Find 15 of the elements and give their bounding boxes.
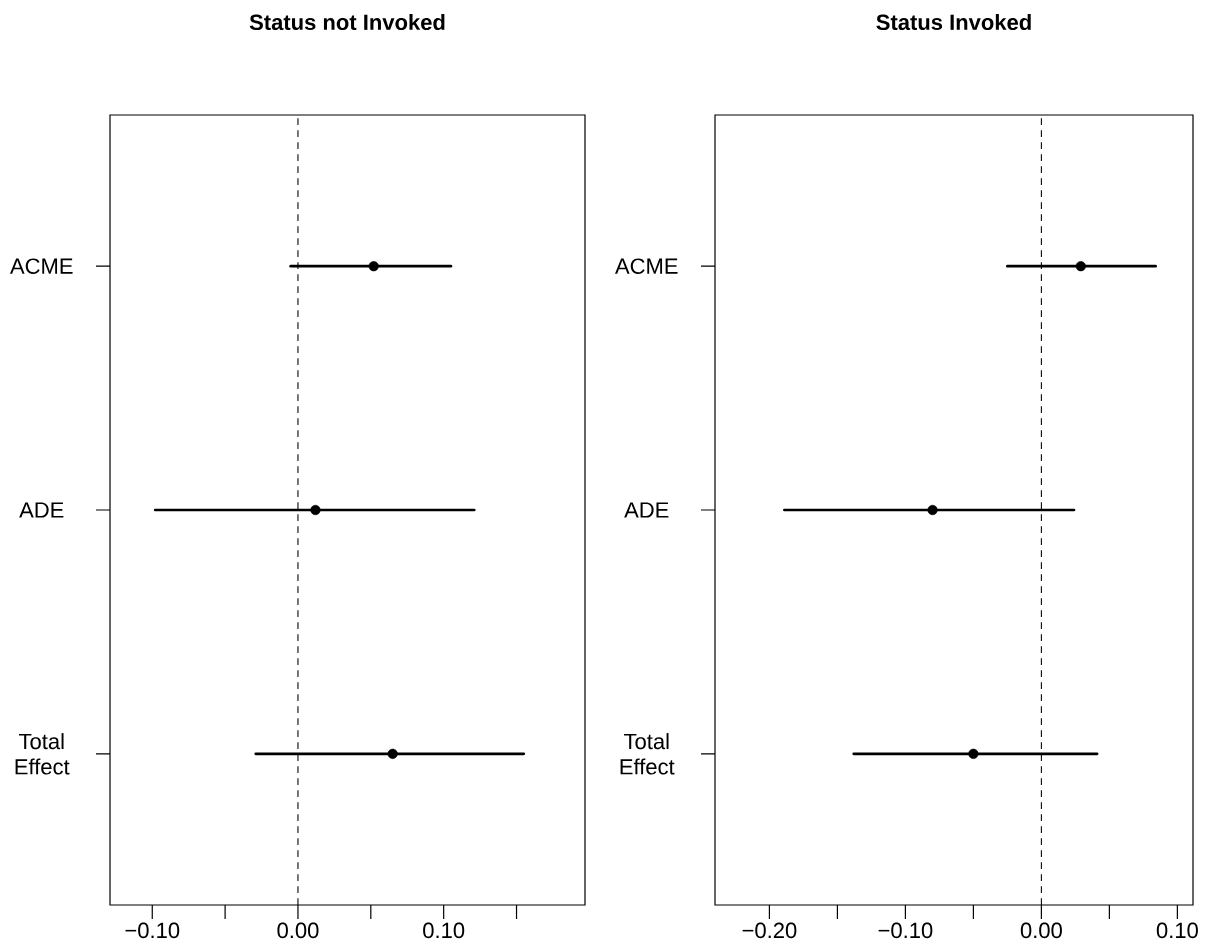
x-tick-label: 0.10 bbox=[1156, 922, 1198, 939]
x-tick-label: 0.00 bbox=[1020, 922, 1062, 939]
y-tick-label: Total Effect bbox=[620, 733, 675, 775]
x-tick-label: −0.10 bbox=[125, 922, 180, 939]
x-tick-label: 0.00 bbox=[277, 922, 319, 939]
x-tick-label: −0.20 bbox=[742, 922, 797, 939]
x-tick-label: 0.10 bbox=[423, 922, 465, 939]
y-tick-label: ACME bbox=[615, 258, 678, 274]
chart-title: Status Invoked bbox=[876, 13, 1031, 31]
x-tick-label: −0.10 bbox=[878, 922, 933, 939]
y-tick-label: ADE bbox=[19, 502, 64, 518]
y-tick-label: Total Effect bbox=[15, 733, 70, 775]
y-tick-label: ACME bbox=[10, 258, 73, 274]
y-tick-label: ADE bbox=[624, 502, 669, 518]
chart-title: Status not Invoked bbox=[249, 13, 445, 31]
